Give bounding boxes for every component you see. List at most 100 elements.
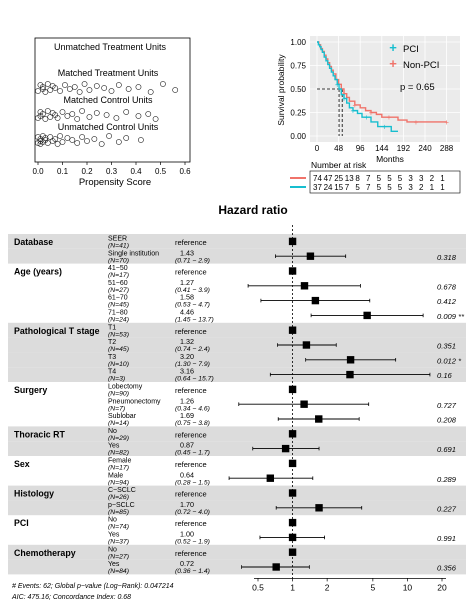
- km-y-label: Survival probability: [276, 54, 286, 126]
- forest-level-label: C−SCLC: [108, 487, 136, 494]
- forest-ci-text: (0.52 − 1.9): [175, 539, 210, 546]
- forest-variable-name: Database: [14, 237, 53, 247]
- propensity-point: [59, 139, 66, 145]
- km-censor-mark: +: [382, 123, 387, 132]
- propensity-point: [71, 84, 78, 90]
- propensity-point: [52, 136, 59, 142]
- propensity-point: [98, 141, 105, 147]
- propensity-point: [40, 111, 46, 117]
- forest-variable-name: Surgery: [14, 385, 47, 395]
- propensity-point: [135, 113, 142, 119]
- forest-reference-text: reference: [175, 490, 207, 499]
- forest-p-value: 0.412: [437, 297, 457, 306]
- km-censor-mark: +: [364, 113, 369, 122]
- propensity-point: [160, 81, 166, 87]
- forest-hr-marker: [346, 356, 355, 364]
- propensity-point: [59, 109, 66, 115]
- forest-level-n: (N=10): [108, 361, 129, 368]
- propensity-point: [54, 115, 61, 121]
- risk-count: 5: [398, 183, 403, 192]
- forest-hr-value: 4.46: [180, 308, 194, 317]
- forest-hr-value: 0.64: [180, 470, 194, 479]
- forest-hr-marker: [288, 548, 297, 556]
- forest-p-value: 0.012 *: [437, 356, 462, 365]
- forest-hr-marker: [306, 252, 315, 260]
- km-curves: +++++ ++++++: [317, 41, 449, 136]
- non-pci-legend-key: +: [389, 56, 397, 71]
- propensity-point: [147, 89, 154, 95]
- propensity-point: [62, 82, 68, 88]
- forest-x-axis: 0.5 1 2 5 10 20: [252, 225, 447, 592]
- forest-hr-value: 1.00: [180, 530, 194, 539]
- forest-level-n: (N=3): [108, 376, 125, 383]
- forest-level-label: Pneumonectomy: [108, 398, 161, 405]
- forest-p-value: 0.289: [437, 475, 457, 484]
- propensity-point: [40, 84, 46, 90]
- forest-ci-text: (0.34 − 4.6): [175, 405, 210, 412]
- propensity-point: [123, 109, 130, 115]
- forest-p-value: 0.227: [437, 504, 457, 513]
- propensity-point: [93, 110, 100, 116]
- risk-count: 5: [377, 183, 382, 192]
- forest-hr-marker: [281, 444, 290, 453]
- forest-hr-marker: [315, 415, 323, 423]
- forest-hr-value: 1.26: [180, 396, 194, 405]
- forest-level-label: Sublobar: [108, 413, 137, 420]
- non-pci-curve: [317, 41, 447, 123]
- propensity-point: [54, 141, 61, 147]
- propensity-x-tick-label: 0.6: [179, 167, 191, 176]
- propensity-point: [115, 82, 122, 88]
- forest-level-n: (N=70): [108, 257, 129, 264]
- forest-hr-marker: [300, 400, 308, 408]
- forest-level-label: T4: [108, 369, 116, 376]
- forest-level-label: p−SCLC: [108, 502, 135, 509]
- forest-ci-text: (0.45 − 1.7): [175, 450, 210, 457]
- propensity-point: [79, 108, 85, 114]
- forest-x-tick-label: 20: [437, 582, 447, 592]
- propensity-point: [123, 135, 130, 141]
- forest-hr-marker: [272, 563, 280, 571]
- risk-count: 13: [345, 174, 354, 183]
- forest-reference-text: reference: [175, 327, 207, 336]
- propensity-point: [108, 88, 115, 94]
- propensity-point: [57, 88, 63, 94]
- km-x-tick-label: 48: [334, 144, 343, 153]
- forest-hr-value: 1.69: [180, 411, 194, 420]
- forest-p-value: 0.16: [437, 371, 453, 380]
- forest-level-label: 61−70: [108, 295, 128, 302]
- km-y-tick-label: 0.50: [290, 85, 306, 94]
- forest-p-value: 0.691: [437, 445, 456, 454]
- km-censor-mark: +: [387, 113, 392, 122]
- propensity-x-label: Propensity Score: [79, 177, 151, 188]
- risk-count: 3: [408, 183, 413, 192]
- forest-level-label: 51−60: [108, 280, 128, 287]
- forest-hr-value: 1.70: [180, 500, 194, 509]
- propensity-point: [47, 87, 54, 93]
- propensity-point: [135, 84, 142, 90]
- forest-reference-text: reference: [175, 386, 207, 395]
- propensity-point: [76, 89, 83, 95]
- propensity-points: [35, 81, 179, 147]
- pci-curve: [317, 41, 398, 132]
- propensity-point: [86, 114, 93, 120]
- forest-hr-value: 1.27: [180, 278, 194, 287]
- forest-reference-text: reference: [175, 549, 207, 558]
- propensity-point: [115, 139, 122, 145]
- forest-p-value: 0.318: [437, 253, 457, 262]
- forest-rows: Database SEER(N=41) reference Single instit…: [8, 234, 466, 575]
- forest-hr-value: 0.87: [180, 441, 194, 450]
- forest-level-label: 41−50: [108, 265, 128, 272]
- propensity-point: [64, 135, 71, 141]
- forest-row-band: [8, 248, 466, 264]
- propensity-point: [69, 111, 76, 117]
- propensity-point: [86, 87, 93, 93]
- forest-p-value: 0.991: [437, 534, 456, 543]
- propensity-point: [66, 86, 73, 92]
- propensity-point: [91, 136, 98, 142]
- propensity-point: [47, 114, 54, 120]
- forest-hr-value: 1.58: [180, 293, 194, 302]
- forest-ci-text: (0.28 − 1.5): [175, 479, 210, 486]
- forest-level-label: Yes: [108, 561, 120, 568]
- forest-variable-name: Age (years): [14, 267, 62, 277]
- forest-row-band: [8, 441, 466, 456]
